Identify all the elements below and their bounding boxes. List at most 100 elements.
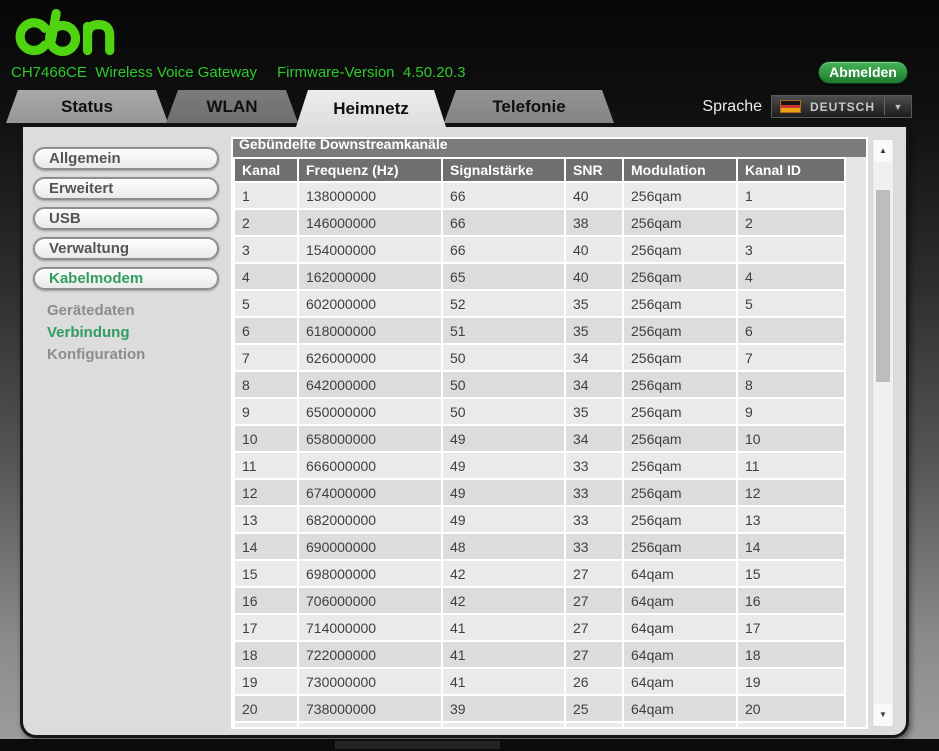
table-row: 2 146000000 66 38 256qam 2 [235, 210, 844, 235]
table-cell: 33 [566, 453, 622, 478]
sidebar-item-allgemein[interactable]: Allgemein [33, 147, 219, 170]
tab-telefonie[interactable]: Telefonie [444, 90, 614, 123]
table-cell: 256qam [624, 507, 736, 532]
table-cell: 682000000 [299, 507, 441, 532]
table-cell: 35 [566, 399, 622, 424]
tab-heimnetz[interactable]: Heimnetz [296, 90, 446, 127]
table-cell: 256qam [624, 264, 736, 289]
table-cell: 42 [443, 561, 564, 586]
table-cell: 49 [443, 480, 564, 505]
table-cell: 15 [235, 561, 297, 586]
table-cell: 256qam [624, 453, 736, 478]
table-cell: 42 [443, 588, 564, 613]
table-row: 7 626000000 50 34 256qam 7 [235, 345, 844, 370]
table-row: 15 698000000 42 27 64qam 15 [235, 561, 844, 586]
table-cell: 26 [566, 669, 622, 694]
table-cell: 12 [738, 480, 844, 505]
table-cell: 27 [566, 561, 622, 586]
sidebar-item-erweitert[interactable]: Erweitert [33, 177, 219, 200]
table-row: 13 682000000 49 33 256qam 13 [235, 507, 844, 532]
tab-status[interactable]: Status [6, 90, 168, 123]
table-cell: 35 [566, 318, 622, 343]
sidebar-subitem-verbindung[interactable]: Verbindung [47, 324, 130, 341]
table-cell: 20 [235, 696, 297, 721]
language-value: DEUTSCH [809, 99, 875, 114]
table-cell: 256qam [624, 372, 736, 397]
table-cell: 698000000 [299, 561, 441, 586]
sidebar-subitem-ger-tedaten[interactable]: Gerätedaten [47, 302, 135, 319]
table-cell: 34 [566, 426, 622, 451]
scroll-down-icon[interactable]: ▼ [874, 704, 892, 726]
table-row: 19 730000000 41 26 64qam 19 [235, 669, 844, 694]
column-header-frequenz-hz-: Frequenz (Hz) [299, 159, 441, 181]
table-cell: 3 [738, 237, 844, 262]
table-row: 9 650000000 50 35 256qam 9 [235, 399, 844, 424]
sidebar-item-kabelmodem[interactable]: Kabelmodem [33, 267, 219, 290]
table-cell: 13 [235, 507, 297, 532]
tab-wlan[interactable]: WLAN [166, 90, 298, 123]
table-cell [738, 723, 844, 727]
table-cell: 65 [443, 264, 564, 289]
language-dropdown[interactable]: DEUTSCH ▼ [770, 95, 912, 118]
scroll-up-icon[interactable]: ▲ [874, 140, 892, 162]
table-cell: 730000000 [299, 669, 441, 694]
table-cell: 66 [443, 183, 564, 208]
dropdown-divider [884, 98, 885, 115]
table-cell: 19 [235, 669, 297, 694]
table-cell: 40 [566, 237, 622, 262]
table-cell: 4 [235, 264, 297, 289]
table-cell: 666000000 [299, 453, 441, 478]
device-title: CH7466CE Wireless Voice Gateway [11, 64, 257, 81]
table-cell: 3 [235, 237, 297, 262]
table-row: 6 618000000 51 35 256qam 6 [235, 318, 844, 343]
table-cell: 16 [235, 588, 297, 613]
vertical-scrollbar[interactable]: ▲ ▼ [872, 139, 894, 727]
table-cell: 2 [235, 210, 297, 235]
table-cell: 138000000 [299, 183, 441, 208]
table-cell: 20 [738, 696, 844, 721]
table-row: 12 674000000 49 33 256qam 12 [235, 480, 844, 505]
table-cell: 722000000 [299, 642, 441, 667]
table-cell: 618000000 [299, 318, 441, 343]
table-cell: 1 [235, 183, 297, 208]
table-cell: 33 [566, 534, 622, 559]
table-row: 5 602000000 52 35 256qam 5 [235, 291, 844, 316]
table-cell: 50 [443, 372, 564, 397]
table-row: 20 738000000 39 25 64qam 20 [235, 696, 844, 721]
table-title-bar: Gebündelte Downstreamkanäle [233, 139, 866, 157]
sidebar-subitem-konfiguration[interactable]: Konfiguration [47, 346, 146, 363]
table-cell: 11 [235, 453, 297, 478]
table-cell: 64qam [624, 642, 736, 667]
table-cell: 49 [443, 507, 564, 532]
table-cell: 256qam [624, 534, 736, 559]
table-cell: 650000000 [299, 399, 441, 424]
column-header-kanal: Kanal [235, 159, 297, 181]
chevron-down-icon[interactable]: ▼ [893, 101, 903, 112]
device-product: Wireless Voice Gateway [95, 64, 257, 81]
language-selector: Sprache DEUTSCH ▼ [702, 95, 912, 118]
table-cell [624, 723, 736, 727]
table-cell: 66 [443, 210, 564, 235]
table-viewport: Gebündelte Downstreamkanäle Kanal Frequen… [231, 137, 868, 729]
table-cell: 8 [738, 372, 844, 397]
sidebar-item-usb[interactable]: USB [33, 207, 219, 230]
table-cell: 714000000 [299, 615, 441, 640]
table-cell: 256qam [624, 480, 736, 505]
table-cell: 15 [738, 561, 844, 586]
table-cell: 66 [443, 237, 564, 262]
table-cell: 5 [738, 291, 844, 316]
table-row: 16 706000000 42 27 64qam 16 [235, 588, 844, 613]
sidebar-item-verwaltung[interactable]: Verwaltung [33, 237, 219, 260]
table-cell: 19 [738, 669, 844, 694]
scrollbar-thumb[interactable] [876, 190, 890, 382]
table-cell: 34 [566, 372, 622, 397]
table-cell: 27 [566, 615, 622, 640]
column-header-signalst-rke: Signalstärke [443, 159, 564, 181]
table-cell: 6 [738, 318, 844, 343]
logout-button[interactable]: Abmelden [818, 61, 908, 84]
table-cell: 256qam [624, 183, 736, 208]
table-cell: 16 [738, 588, 844, 613]
table-cell: 64qam [624, 588, 736, 613]
table-cell: 12 [235, 480, 297, 505]
